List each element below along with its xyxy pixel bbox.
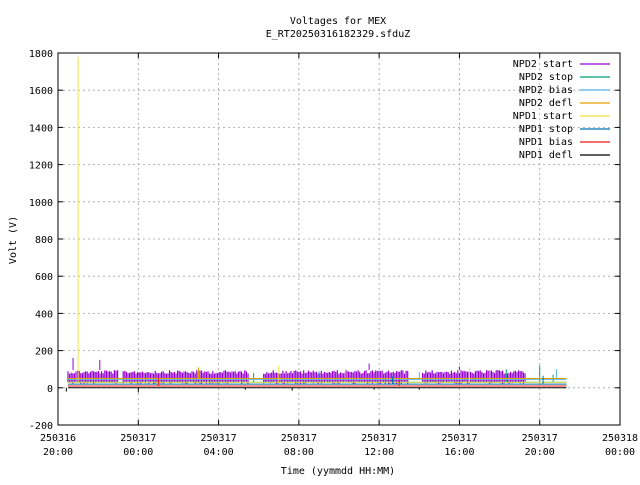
grid [58,53,620,425]
x-tick-label-time: 20:00 [43,447,73,458]
series-npd1-bias [68,378,567,387]
series-npd2-start [67,358,526,385]
legend-label: NPD1 defl [519,150,573,161]
legend-label: NPD1 bias [519,137,573,148]
y-tick-label: 1400 [29,123,53,134]
y-tick-label: 1000 [29,198,53,209]
x-tick-label-time: 20:00 [525,447,555,458]
legend-item: NPD2 bias [519,85,610,96]
x-tick-label-time: 12:00 [364,447,394,458]
series-npd1-start [68,56,567,383]
legend-item: NPD1 stop [519,124,610,135]
x-tick-label-time: 00:00 [123,447,153,458]
y-tick-label: -200 [29,421,53,432]
legend-item: NPD1 bias [519,137,610,148]
axis-ticks: -200 0 200 400 600 800 1000 1200 1400 1600 1800 250… [29,49,638,458]
x-tick-label-date: 250316 [40,433,76,444]
legend-label: NPD1 start [513,111,573,122]
series-npd1-stop [68,375,567,385]
x-tick-label-date: 250317 [281,433,317,444]
x-tick-label-time: 00:00 [605,447,635,458]
plot-area [65,56,567,393]
legend-label: NPD2 defl [519,98,573,109]
y-tick-label: 1800 [29,49,53,60]
series-npd1-defl [65,387,567,393]
x-tick-label-date: 250317 [441,433,477,444]
y-tick-label: 800 [35,235,53,246]
y-tick-label: 600 [35,272,53,283]
legend-label: NPD2 stop [519,72,573,83]
y-tick-label: 1200 [29,161,53,172]
x-tick-label-date: 250318 [602,433,638,444]
y-tick-label: 0 [47,384,53,395]
x-tick-label-time: 08:00 [284,447,314,458]
legend-item: NPD2 stop [519,72,610,83]
legend-item: NPD2 defl [519,98,610,109]
legend-item: NPD1 defl [519,150,610,161]
y-tick-label: 400 [35,309,53,320]
y-axis-label: Volt (V) [8,216,19,264]
x-tick-label-time: 04:00 [204,447,234,458]
legend-label: NPD2 bias [519,85,573,96]
legend-item: NPD2 start [513,59,610,70]
legend-label: NPD2 start [513,59,573,70]
x-tick-label-date: 250317 [361,433,397,444]
x-axis-label: Time (yymmdd HH:MM) [281,466,395,477]
x-tick-label-date: 250317 [201,433,237,444]
x-tick-label-date: 250317 [522,433,558,444]
series-npd2-defl [68,367,567,379]
chart-title: Voltages for MEX [290,16,386,27]
legend: NPD2 start NPD2 stop NPD2 bias NPD2 defl NPD… [513,59,610,161]
legend-label: NPD1 stop [519,124,573,135]
x-tick-label-time: 16:00 [444,447,474,458]
legend-item: NPD1 start [513,111,610,122]
y-tick-label: 1600 [29,86,53,97]
y-tick-label: 200 [35,347,53,358]
chart-subtitle: E_RT20250316182329.sfduZ [266,29,411,40]
x-tick-label-date: 250317 [120,433,156,444]
